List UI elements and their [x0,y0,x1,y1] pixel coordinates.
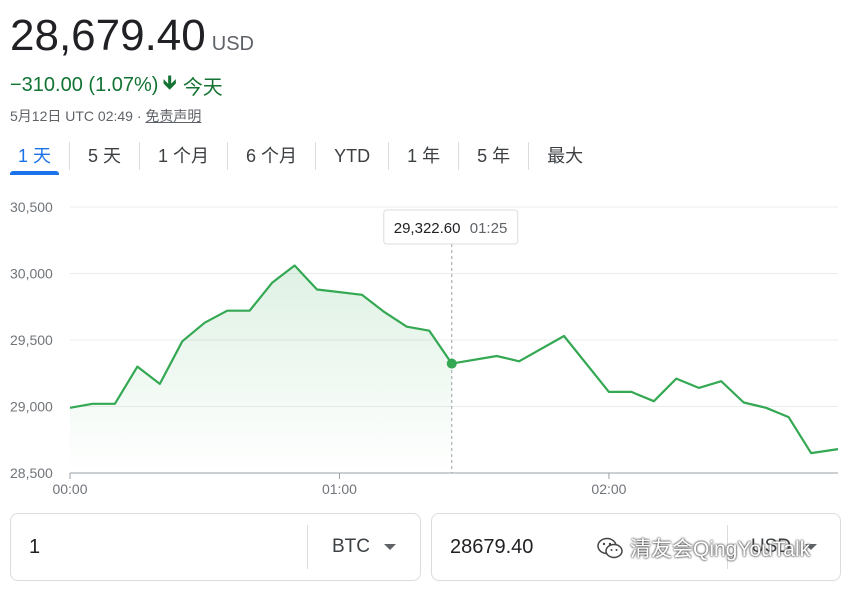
tab-1-year[interactable]: 1 年 [407,146,441,166]
converter-divider [727,525,728,569]
x-tick-label: 00:00 [52,481,87,497]
tab-divider [528,142,530,170]
tab-5-day[interactable]: 5 天 [88,146,122,166]
price-line [69,264,839,455]
separator-dot: · [136,108,142,124]
tab-1-day[interactable]: 1 天 [0,139,69,175]
tab-1-month[interactable]: 1 个月 [158,146,210,166]
tab-divider [69,142,71,170]
x-tick-label: 01:00 [322,481,357,497]
tab-divider [227,142,229,170]
watermark: 清友会QingYouTalk [596,533,810,563]
tab-divider [139,142,141,170]
dropdown-caret-icon [805,544,818,550]
tooltip-value: 29,322.60 [394,220,461,237]
price-area [70,265,452,473]
tab-6-month[interactable]: 6 个月 [246,146,298,166]
current-price: 28,679.40 [10,11,206,60]
converter-to: 28679.40 USD [431,513,841,581]
tab-divider [458,142,460,170]
timestamp: 5月12日 UTC 02:49 [10,108,133,124]
y-tick-label: 30,500 [10,199,53,215]
y-tick-label: 29,000 [10,399,53,415]
tab-max[interactable]: 最大 [547,146,584,166]
to-currency-label: USD [750,536,792,557]
change-value: −310.00 (1.07%) [10,73,159,96]
to-currency-select[interactable]: USD [728,536,840,558]
converted-amount-input[interactable]: 28679.40 [450,535,534,558]
tab-ytd[interactable]: YTD [334,146,371,166]
tab-5-year[interactable]: 5 年 [477,146,511,166]
arrow-down-icon: 🡻 [162,72,177,94]
tab-divider [388,142,390,170]
tab-divider [315,142,317,170]
range-tabs: 1 天 5 天 1 个月 6 个月 YTD 1 年 5 年 最大 [0,138,601,175]
y-tick-label: 30,000 [10,266,53,282]
amount-input[interactable]: 1 [29,535,41,558]
wechat-icon [597,537,623,559]
tooltip-box [383,209,519,245]
disclaimer-link[interactable]: 免责声明 [145,108,202,124]
from-currency-label: BTC [332,536,370,557]
x-tick-label: 02:00 [591,481,626,497]
watermark-text: 清友会QingYouTalk [630,538,811,561]
from-currency-select[interactable]: BTC [308,536,420,558]
y-tick-label: 28,500 [10,465,53,481]
price-header: 28,679.40 USD [10,10,254,62]
y-tick-label: 29,500 [10,332,53,348]
hover-point [446,358,457,369]
price-currency: USD [211,33,254,55]
dropdown-caret-icon [384,544,396,550]
price-change: −310.00 (1.07%) 🡻 今天 [10,68,223,102]
converter-from: 1 BTC [10,513,421,581]
converter-divider [307,525,308,569]
change-period: 今天 [182,76,223,99]
timestamp-row: 5月12日 UTC 02:49 · 免责声明 [10,106,201,126]
tooltip-time: 01:25 [470,220,508,237]
